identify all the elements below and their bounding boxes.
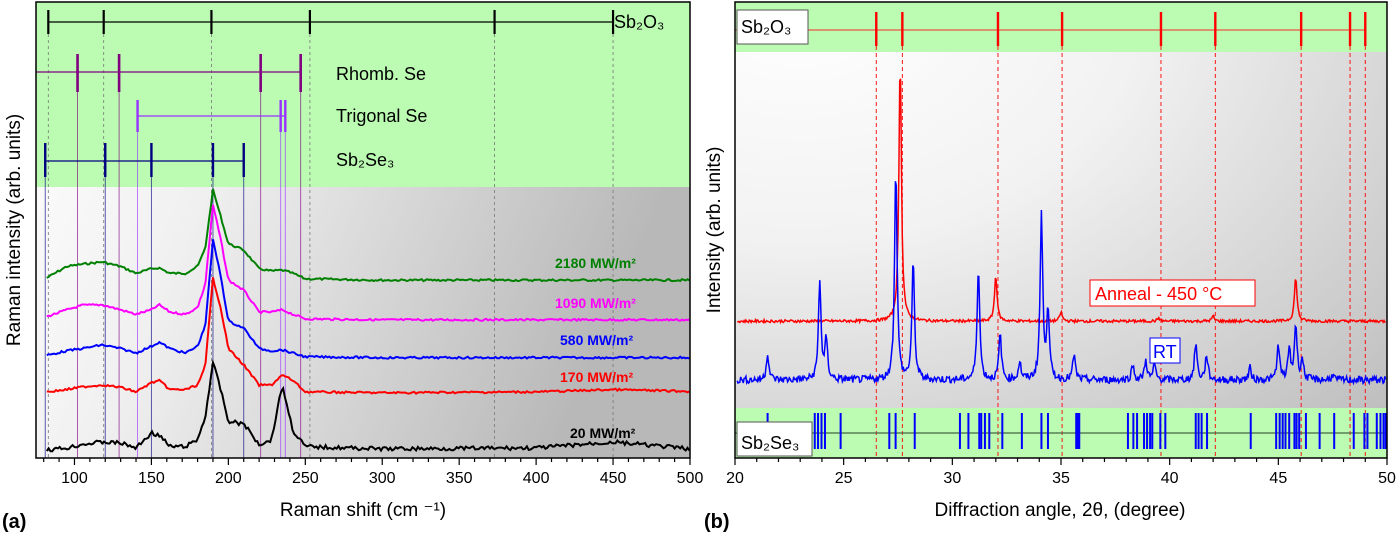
plot-background: [735, 2, 1387, 458]
xrd-chart: Sb₂O₃ Sb₂Se₃ Anneal - 450 °C RT 20 25 30 35 40 45…: [726, 1, 1396, 487]
x-axis-label-a: Raman shift (cm ⁻¹): [280, 500, 446, 521]
x-tick-label: 200: [215, 470, 242, 487]
x-tick-label: 20: [726, 470, 744, 487]
series-label-box: [1089, 279, 1256, 307]
reference-label: Sb₂O₃: [614, 12, 664, 32]
reference-label-box: [736, 9, 809, 45]
x-tick-label: 450: [600, 470, 627, 487]
series-label-box: [1149, 337, 1181, 364]
series-label: Anneal - 450 °C: [1095, 284, 1222, 304]
x-tick-label: 35: [1052, 470, 1070, 487]
diffraction-line: [737, 78, 1386, 325]
reference-label: Trigonal Se: [336, 106, 427, 126]
spectrum-line: [45, 358, 691, 453]
series-label: 2180 MW/m²: [555, 255, 636, 271]
reference-band: [36, 2, 690, 187]
x-tick-label: 400: [523, 470, 550, 487]
x-tick-label: 25: [835, 470, 853, 487]
spectrum-line: [46, 204, 690, 323]
panel-label-b: (b): [704, 511, 730, 533]
x-tick-label: 300: [369, 470, 396, 487]
x-tick-label: 45: [1269, 470, 1287, 487]
x-axis-label-b: Diffraction angle, 2θ, (degree): [934, 500, 1185, 521]
reference-label-box: [736, 421, 813, 457]
y-axis-label-a: Raman intensity (arb. units): [4, 114, 25, 346]
x-tick-label: 150: [138, 470, 165, 487]
series-label: RT: [1153, 342, 1177, 362]
y-axis-label-b: Intensity (arb. units): [704, 147, 725, 314]
spectrum-line: [46, 188, 690, 283]
diffraction-line: [736, 181, 1387, 386]
spectrum-line: [46, 239, 690, 360]
plot-frame: [35, 1, 691, 459]
series-label: 20 MW/m²: [570, 425, 636, 441]
series-label: 1090 MW/m²: [555, 295, 636, 311]
reference-label: Sb₂Se₃: [336, 150, 394, 170]
series-label: 580 MW/m²: [560, 332, 633, 348]
series-label: 170 MW/m²: [560, 369, 633, 385]
reference-label: Sb₂O₃: [741, 17, 791, 37]
x-tick-label: 350: [446, 470, 473, 487]
x-tick-label: 40: [1161, 470, 1179, 487]
panel-label-a: (a): [2, 511, 26, 533]
x-tick-label: 30: [943, 470, 961, 487]
x-tick-label: 50: [1378, 470, 1396, 487]
reference-label: Rhomb. Se: [336, 64, 426, 84]
x-tick-label: 250: [292, 470, 319, 487]
spectrum-line: [46, 277, 690, 395]
x-tick-label: 100: [61, 470, 88, 487]
raman-chart: Sb₂O₃ Rhomb. Se Trigonal Se Sb₂Se₃ 2180 MW/m…: [35, 1, 704, 487]
x-tick-label: 500: [677, 470, 704, 487]
reference-label: Sb₂Se₃: [741, 433, 799, 453]
